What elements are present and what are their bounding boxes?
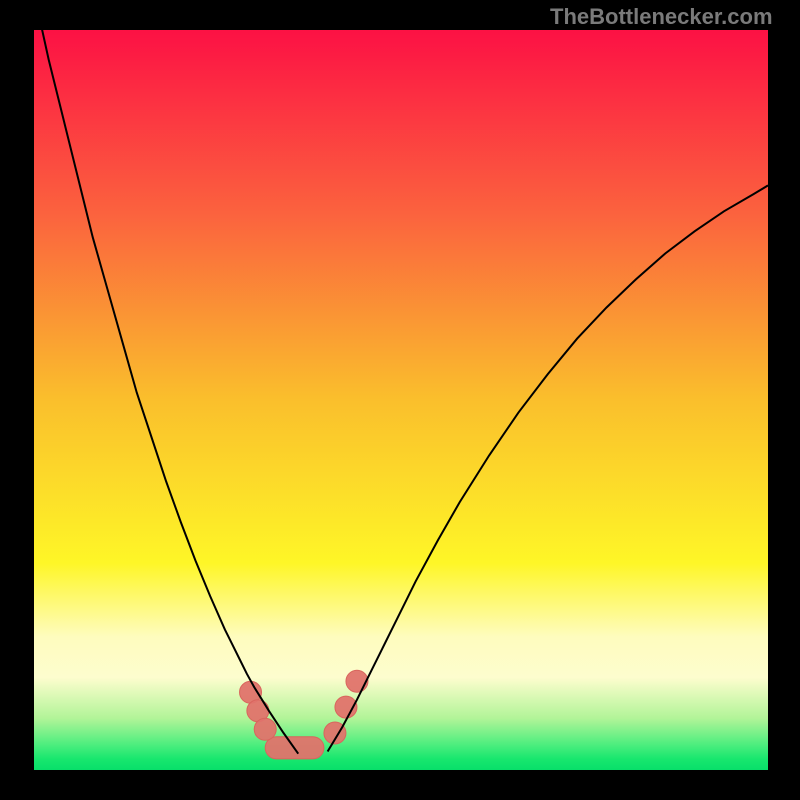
chart-frame: TheBottlenecker.com	[0, 0, 800, 800]
marker-dot	[254, 718, 276, 740]
attribution-text: TheBottlenecker.com	[550, 4, 773, 30]
curve-right	[328, 185, 768, 751]
plot-area	[34, 30, 768, 770]
marker-dot	[346, 670, 368, 692]
curves-layer	[34, 30, 768, 770]
curve-left	[34, 30, 298, 754]
